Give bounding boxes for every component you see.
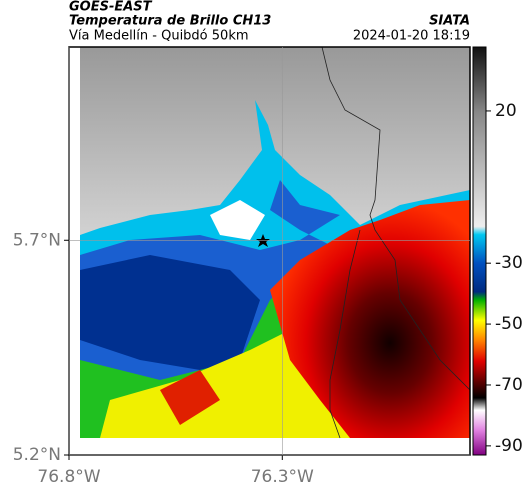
product: Temperatura de Brillo CH13	[69, 14, 271, 29]
x-tick-label: 76.8°W	[37, 467, 100, 487]
colorbar-tick-label: -30	[495, 253, 523, 273]
colorbar	[472, 46, 487, 456]
colorbar-tick-label: -70	[495, 375, 523, 395]
timestamp: 2024-01-20 18:19	[353, 29, 470, 44]
x-tick-label: 76.3°W	[251, 467, 314, 487]
source: GOES-EAST	[69, 0, 153, 15]
colorbar-tick-label: 20	[495, 101, 517, 121]
region: Vía Medellín - Quibdó 50km	[69, 29, 249, 44]
y-tick-label: 5.2°N	[13, 445, 61, 465]
agency: SIATA	[429, 14, 470, 29]
y-tick-label: 5.7°N	[13, 230, 61, 250]
temperature-field	[80, 47, 470, 438]
borders	[321, 46, 471, 439]
colorbar-tick-label: -90	[495, 436, 523, 456]
colorbar-tick-label: -50	[495, 314, 523, 334]
